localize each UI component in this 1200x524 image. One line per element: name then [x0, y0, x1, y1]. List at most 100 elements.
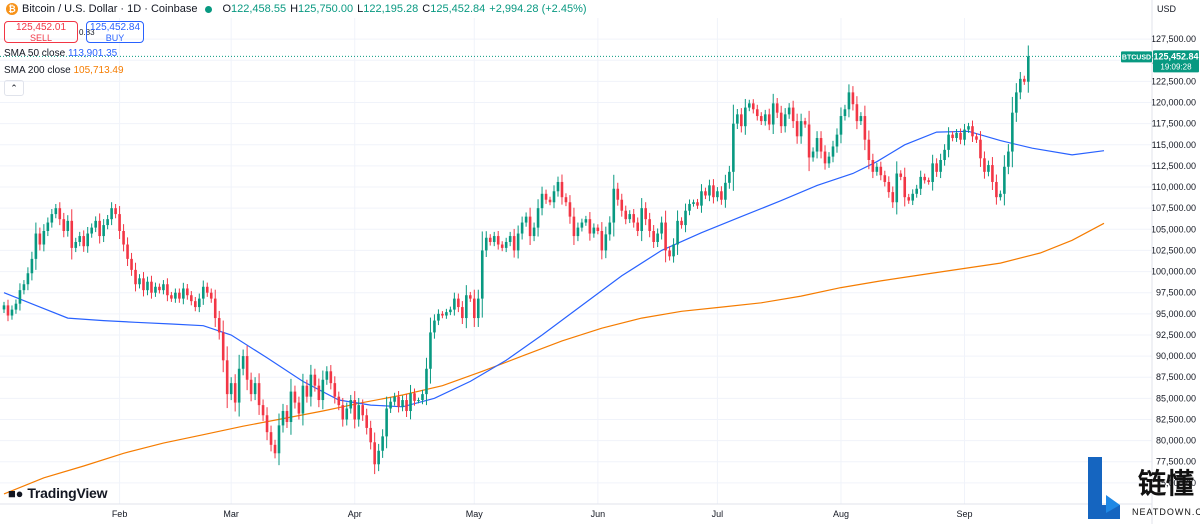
candle — [413, 388, 416, 406]
buy-label: BUY — [105, 33, 125, 43]
sma200-legend[interactable]: SMA 200 close 105,713.49 — [4, 65, 124, 76]
candle — [532, 222, 536, 242]
chevron-up-icon[interactable]: ⌃ — [4, 80, 24, 96]
candle — [197, 293, 201, 313]
candle-body — [433, 320, 436, 333]
close-value: 125,452.84 — [430, 3, 486, 15]
candle — [78, 231, 82, 247]
candle-body — [807, 124, 811, 158]
candle-body — [142, 278, 145, 291]
y-tick-label: 75,000.00 — [1156, 478, 1196, 488]
candle — [233, 374, 237, 412]
candle — [213, 289, 217, 327]
candle-body — [345, 408, 349, 420]
candle — [596, 224, 600, 235]
candle — [453, 292, 456, 316]
candle — [708, 179, 711, 202]
candle — [297, 396, 301, 420]
candle-body — [437, 313, 440, 321]
candle-body — [98, 220, 101, 237]
y-tick-label: 102,500.00 — [1151, 245, 1196, 255]
candle-body — [951, 134, 954, 139]
candle-body — [963, 129, 966, 140]
symbol-title[interactable]: Bitcoin / U.S. Dollar · 1D · Coinbase — [22, 3, 198, 15]
candle — [552, 185, 556, 209]
candle — [138, 274, 141, 289]
y-tick-label: 105,000.00 — [1151, 224, 1196, 234]
candle — [1015, 83, 1018, 122]
candle — [995, 174, 998, 205]
candle — [668, 246, 671, 261]
candle-body — [201, 286, 205, 299]
x-tick-label: Sep — [957, 509, 973, 519]
candle-body — [409, 393, 412, 412]
candle — [572, 207, 576, 245]
buy-price: 125,452.84 — [89, 22, 141, 33]
candle — [94, 216, 97, 233]
candle — [999, 190, 1002, 201]
open-label: O — [222, 3, 232, 15]
candle-body — [480, 250, 484, 299]
candle-body — [572, 216, 576, 237]
candle — [389, 397, 392, 413]
candle — [397, 390, 400, 413]
candle — [150, 275, 153, 299]
candle-body — [943, 149, 946, 160]
change-value: +2,994.28 (+2.45%) — [489, 3, 587, 15]
candle-body — [899, 173, 903, 177]
candle — [488, 234, 492, 246]
candle — [313, 368, 317, 392]
candle-body — [724, 182, 727, 200]
candle — [879, 161, 883, 181]
candle — [1026, 45, 1030, 93]
candle-body — [353, 400, 357, 420]
buy-button[interactable]: 125,452.84 BUY — [86, 21, 144, 43]
y-tick-label: 107,500.00 — [1151, 203, 1196, 213]
currency-label[interactable]: USD — [1157, 4, 1177, 14]
candle — [429, 317, 432, 384]
candle — [779, 105, 783, 134]
candle — [249, 372, 253, 402]
candle — [162, 280, 165, 295]
candle — [257, 373, 261, 415]
candle — [293, 385, 297, 409]
candle-body — [652, 230, 655, 242]
candle — [971, 120, 974, 142]
candle — [811, 147, 815, 162]
y-tick-label: 122,500.00 — [1151, 76, 1196, 86]
y-tick-label: 77,500.00 — [1156, 457, 1196, 467]
candle-body — [42, 230, 46, 245]
candle — [190, 291, 193, 306]
candle — [357, 397, 361, 427]
candle-body — [708, 185, 711, 196]
y-tick-label: 97,500.00 — [1156, 288, 1196, 298]
candle-body — [2, 305, 6, 310]
candle — [261, 399, 265, 421]
candle-body — [903, 176, 907, 198]
candle-body — [636, 222, 640, 231]
y-tick-label: 127,500.00 — [1151, 34, 1196, 44]
sma200-layer — [3, 222, 1105, 495]
candle — [353, 391, 357, 429]
candle-body — [421, 394, 424, 401]
candle-body — [923, 176, 926, 181]
sell-price: 125,452.01 — [15, 22, 67, 33]
sma50-legend[interactable]: SMA 50 close 113,901.35 — [4, 48, 117, 59]
candle-body — [891, 192, 895, 203]
candle — [433, 314, 436, 339]
candle — [967, 122, 970, 133]
candle-body — [317, 385, 321, 401]
candle-body — [496, 236, 500, 245]
candle-body — [445, 312, 448, 316]
sell-button[interactable]: 125,452.01 SELL — [4, 21, 78, 43]
y-tick-label: 87,500.00 — [1156, 372, 1196, 382]
candle — [608, 216, 612, 241]
candle — [911, 189, 915, 206]
candle-body — [50, 214, 54, 223]
candle-body — [405, 400, 408, 412]
candle — [174, 288, 177, 303]
candle — [98, 213, 101, 244]
candle-body — [576, 227, 580, 237]
candle-body — [162, 284, 165, 291]
